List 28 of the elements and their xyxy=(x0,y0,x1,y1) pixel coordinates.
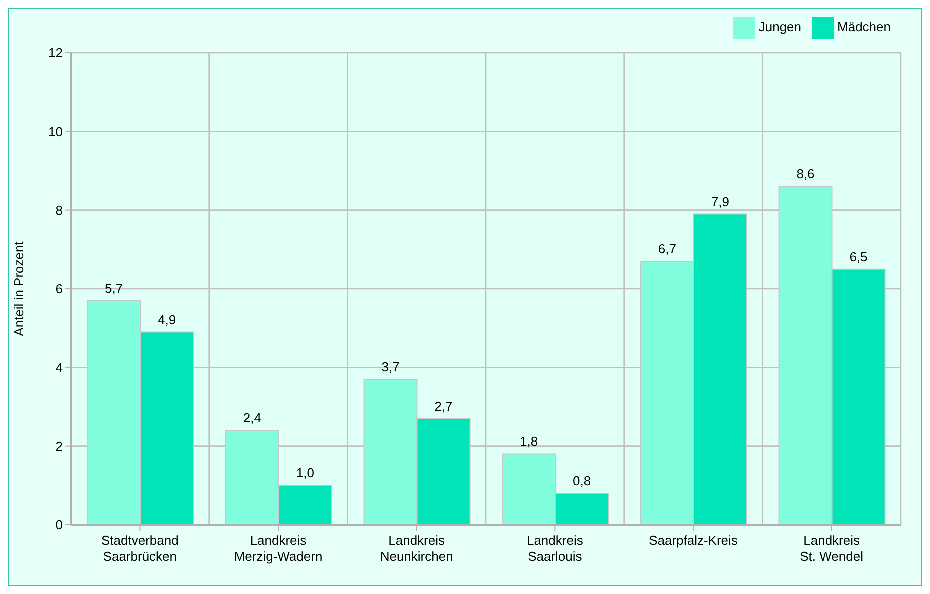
x-tick-label: Stadtverband Saarbrücken xyxy=(101,533,179,564)
data-label: 0,8 xyxy=(573,474,592,489)
legend-label: Jungen xyxy=(758,19,802,34)
data-label: 7,9 xyxy=(711,194,730,210)
y-tick-label: 0 xyxy=(56,518,63,533)
data-label: 5,7 xyxy=(105,280,124,296)
y-tick-label: 8 xyxy=(56,202,63,218)
data-label: 6,7 xyxy=(658,241,676,256)
y-tick-label: 4 xyxy=(56,360,63,376)
x-tick-label: Saarpfalz-Kreis xyxy=(649,533,738,548)
data-label: 1,0 xyxy=(296,466,314,481)
y-tick-label: 10 xyxy=(48,124,63,140)
x-tick-label: Landkreis Neunkirchen xyxy=(380,533,454,564)
data-label: 3,7 xyxy=(382,359,400,374)
data-label: 2,4 xyxy=(243,410,262,426)
data-label: 1,8 xyxy=(520,434,538,450)
x-tick-label: Landkreis Merzig-Wadern xyxy=(234,533,323,564)
y-tick-label: 6 xyxy=(56,282,63,297)
data-label: 8,6 xyxy=(796,166,815,182)
x-tick-label: Landkreis Saarlouis xyxy=(526,533,584,564)
data-label: 4,9 xyxy=(158,312,176,328)
y-axis-title: Anteil in Prozent xyxy=(12,241,27,336)
data-label: 6,5 xyxy=(850,249,868,264)
y-tick-label: 2 xyxy=(56,438,63,454)
legend-label: Mädchen xyxy=(838,19,891,34)
y-tick-label: 12 xyxy=(48,46,63,61)
data-label: 2,7 xyxy=(434,398,453,414)
x-tick-label: Landkreis St. Wendel xyxy=(800,533,864,564)
